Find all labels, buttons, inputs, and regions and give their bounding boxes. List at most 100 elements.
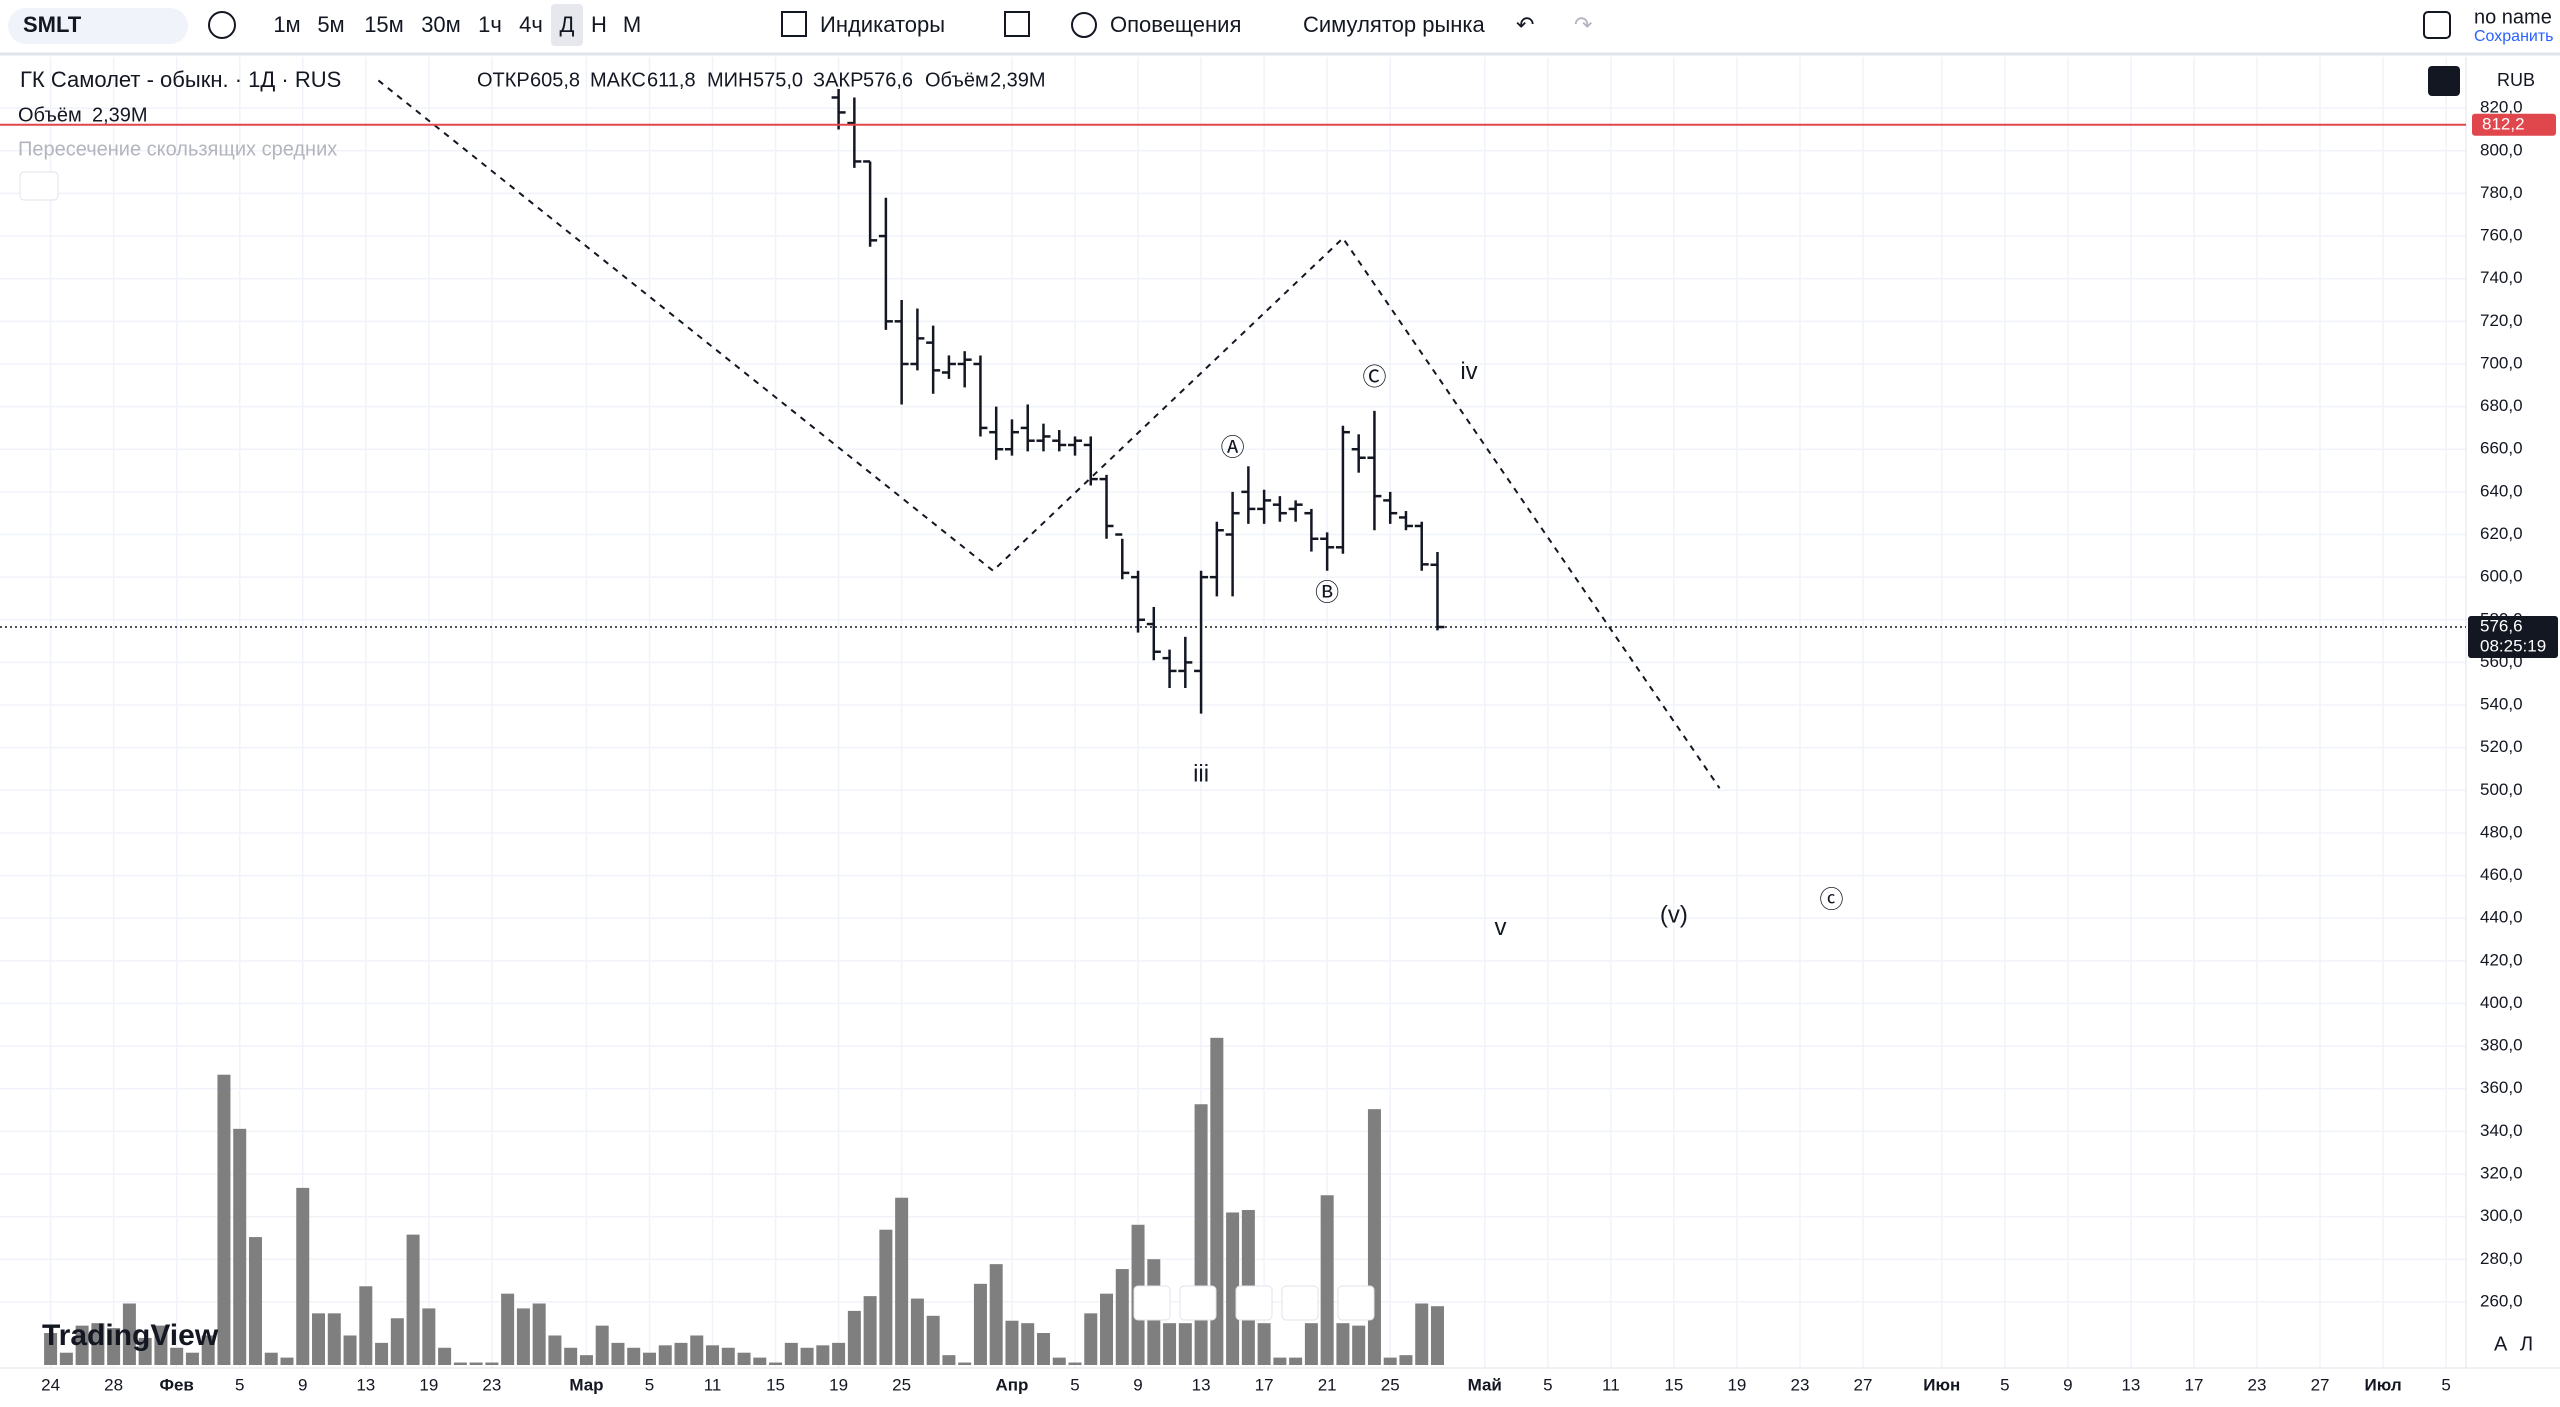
scroll-left[interactable] [1235, 1285, 1273, 1321]
undo[interactable]: ↶ [1516, 12, 1534, 37]
interval[interactable]: Д [560, 12, 575, 37]
volume-bar [154, 1325, 168, 1365]
volume-bar [1304, 1323, 1318, 1365]
volume-bar [548, 1335, 562, 1365]
volume-bar [800, 1347, 814, 1365]
alerts[interactable]: Оповещения [1110, 12, 1241, 37]
volume-bar [501, 1293, 515, 1365]
price-bars [377, 79, 1721, 789]
replay[interactable]: Симулятор рынка [1303, 12, 1486, 37]
interval[interactable]: 15м [364, 12, 404, 37]
zoom-in[interactable] [1179, 1285, 1217, 1321]
volume-bar [1430, 1306, 1444, 1365]
x-tick-label: Мар [569, 1375, 603, 1394]
x-tick-label: Июн [1923, 1375, 1960, 1394]
layout-name: no name [2474, 6, 2552, 28]
volume-legend-value: 2,39M [92, 104, 148, 126]
volume-bar [1178, 1323, 1192, 1365]
x-tick-label: 19 [829, 1375, 848, 1394]
x-tick-label: 23 [1790, 1375, 1809, 1394]
x-tick-label: 24 [41, 1375, 60, 1394]
volume-bar [753, 1357, 767, 1365]
currency[interactable]: RUB [2497, 70, 2535, 90]
interval[interactable]: 5м [317, 12, 344, 37]
wave-label: Ⓑ [1315, 580, 1339, 607]
interval[interactable]: 1м [273, 12, 300, 37]
open: 605,8 [530, 69, 580, 91]
volume-bar [44, 1333, 58, 1365]
symbol[interactable]: SMLT [23, 12, 82, 37]
layout-icon[interactable] [1004, 11, 1030, 37]
volume-bar [784, 1342, 798, 1365]
volume-bar [201, 1335, 215, 1365]
interval[interactable]: 30м [421, 12, 461, 37]
interval[interactable]: Н [591, 12, 607, 37]
volume-bar [1399, 1355, 1413, 1365]
y-tick-label: 400,0 [2480, 993, 2523, 1012]
volume-bar [579, 1355, 593, 1365]
scroll-right[interactable] [1281, 1285, 1319, 1321]
open-label: ОТКР [477, 69, 530, 91]
volume-bar [1210, 1037, 1224, 1365]
volume-bar [1352, 1325, 1366, 1365]
volume-bar [642, 1352, 656, 1365]
volume-bar [248, 1237, 262, 1365]
y-tick-label: 780,0 [2480, 183, 2523, 202]
x-tick-label: Апр [995, 1375, 1028, 1394]
add-symbol[interactable] [208, 11, 236, 39]
fit-button[interactable] [2428, 66, 2460, 96]
symbol-box[interactable] [8, 8, 188, 44]
volume-bar [611, 1342, 625, 1365]
indicators[interactable]: Индикаторы [820, 12, 945, 37]
volume-bar [453, 1362, 467, 1365]
wave-label: ⓒ [1819, 886, 1843, 913]
volume-bar [1367, 1109, 1381, 1365]
x-tick-label: 13 [2121, 1375, 2140, 1394]
volume [44, 1037, 1444, 1365]
toolbar [0, 0, 2560, 54]
interval[interactable]: 1ч [478, 12, 502, 37]
y-tick-label: 380,0 [2480, 1036, 2523, 1055]
last-price-timer: 08:25:19 [2480, 637, 2546, 656]
volume-bar [264, 1352, 278, 1365]
volume-bar [1320, 1195, 1334, 1365]
x-tick-label: 28 [104, 1375, 123, 1394]
x-tick-label: 15 [766, 1375, 785, 1394]
wave-label: iv [1460, 358, 1477, 385]
redo[interactable]: ↷ [1574, 12, 1592, 37]
reset[interactable] [1337, 1285, 1375, 1321]
x-tick-label: 11 [1602, 1375, 1620, 1394]
zoom-out[interactable] [1133, 1285, 1171, 1321]
scale-auto[interactable]: A [2494, 1333, 2508, 1355]
y-tick-label: 460,0 [2480, 865, 2523, 884]
y-tick-label: 500,0 [2480, 780, 2523, 799]
x-tick-label: Май [1468, 1375, 1502, 1394]
active-interval [551, 4, 583, 46]
x-tick-label: 21 [1318, 1375, 1337, 1394]
y-tick-label: 600,0 [2480, 567, 2523, 586]
volume-bar [406, 1234, 420, 1365]
logo: TradingView [42, 1319, 219, 1352]
volume-bar [658, 1345, 672, 1365]
volume-bar [816, 1345, 830, 1365]
layout-box[interactable] [2423, 11, 2451, 39]
interval[interactable]: М [623, 12, 641, 37]
y-tick-label: 680,0 [2480, 396, 2523, 415]
x-tick-label: 25 [1381, 1375, 1400, 1394]
volume-bar [1005, 1320, 1019, 1365]
volume-bar [532, 1303, 546, 1365]
volume-bar [1415, 1303, 1429, 1365]
interval[interactable]: 4ч [519, 12, 543, 37]
indicator-name: Пересечение скользящих средних [18, 138, 337, 160]
wave-label: (v) [1660, 901, 1688, 928]
alerts-icon [1071, 12, 1097, 38]
wave-label: iii [1193, 761, 1209, 788]
volume-bar [1021, 1323, 1035, 1365]
collapse-button[interactable] [19, 171, 59, 201]
x-tick-label: 11 [704, 1375, 722, 1394]
x-tick-label: 5 [1543, 1375, 1552, 1394]
y-tick-label: 420,0 [2480, 950, 2523, 969]
y-tick-label: 640,0 [2480, 481, 2523, 500]
scale-log[interactable]: Л [2520, 1333, 2533, 1355]
save[interactable]: Сохранить [2474, 28, 2554, 45]
